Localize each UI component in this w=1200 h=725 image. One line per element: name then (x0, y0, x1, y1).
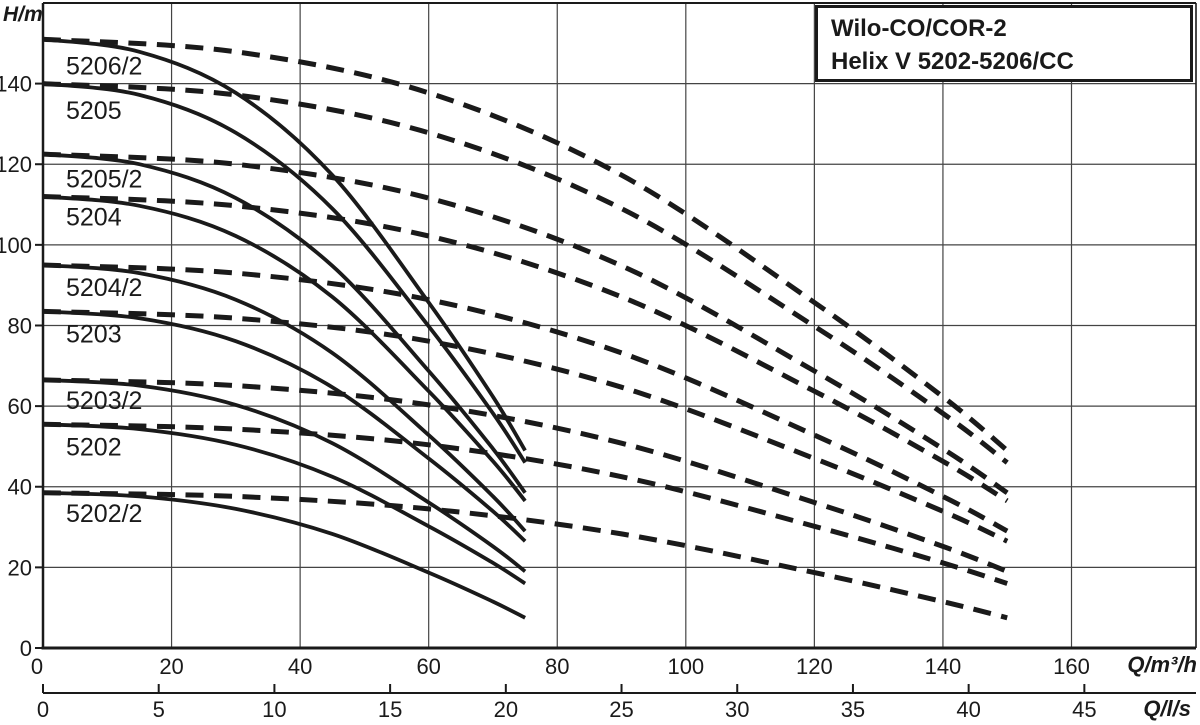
x-axis-m3h: 0 20 40 60 80 100 120 140 160 (31, 654, 1090, 679)
curve-5203/2-dashed (42, 377, 1009, 574)
curve-5204/2-dashed (42, 262, 1009, 534)
y-tick-label-60: 60 (8, 394, 32, 419)
y-tick-label-40: 40 (8, 475, 32, 500)
curve-label-5202/2: 5202/2 (66, 500, 142, 528)
x-m3h-tick-label-0: 0 (31, 654, 43, 679)
x-axis-ls: 0 5 10 15 20 25 30 35 40 45 (37, 684, 1196, 722)
y-tick-label-0: 0 (20, 636, 32, 661)
curve-label-5204/2: 5204/2 (66, 274, 142, 302)
y-axis-unit-label: H/m (3, 3, 43, 26)
ls-tick-label-0: 0 (37, 697, 49, 722)
curve-label-5206/2: 5206/2 (66, 52, 142, 80)
curve-5202-solid (42, 422, 527, 586)
curve-5206/2-solid (42, 37, 527, 452)
x-m3h-tick-label-140: 140 (925, 654, 962, 679)
curve-label-5205: 5205 (66, 97, 122, 125)
curve-label-5203: 5203 (66, 321, 122, 349)
title-box: Wilo-CO/COR-2 Helix V 5202-5206/CC (815, 5, 1193, 82)
ls-tick-label-15: 15 (378, 697, 402, 722)
curve-5204/2-solid (42, 263, 527, 533)
y-tick-label-140: 140 (0, 72, 32, 97)
curve-label-5203/2: 5203/2 (66, 387, 142, 415)
curve-label-5204: 5204 (66, 204, 122, 232)
y-tick-label-20: 20 (8, 555, 32, 580)
ls-tick-label-45: 45 (1072, 697, 1096, 722)
ls-tick-label-25: 25 (609, 697, 633, 722)
curve-5205/2-dashed (42, 151, 1009, 495)
y-tick-label-120: 120 (0, 152, 32, 177)
curve-label-5202: 5202 (66, 433, 122, 461)
y-axis: 0 20 40 60 80 100 120 140 (0, 72, 43, 661)
curve-label-5205/2: 5205/2 (66, 165, 142, 193)
x-m3h-tick-label-80: 80 (545, 654, 569, 679)
y-tick-label-80: 80 (8, 313, 32, 338)
pump-curves (42, 36, 1009, 621)
ls-tick-label-10: 10 (262, 697, 286, 722)
x-m3h-tick-label-120: 120 (796, 654, 833, 679)
title-line-2: Helix V 5202-5206/CC (831, 48, 1074, 75)
curve-5202-dashed (42, 421, 1008, 586)
curve-5203/2-solid (42, 378, 527, 573)
curve-5204-dashed (42, 194, 1009, 504)
curve-5202/2-dashed (42, 490, 1008, 621)
gridlines (43, 3, 1196, 648)
curve-5205-solid (42, 81, 527, 464)
x-m3h-tick-label-20: 20 (159, 654, 183, 679)
x-m3h-tick-label-60: 60 (416, 654, 440, 679)
x-axis-m3h-unit-label: Q/m³/h (1127, 652, 1197, 677)
x-m3h-tick-label-160: 160 (1053, 654, 1090, 679)
ls-tick-label-35: 35 (841, 697, 865, 722)
y-tick-label-100: 100 (0, 233, 32, 258)
curve-5206/2-dashed (42, 36, 1009, 453)
title-line-1: Wilo-CO/COR-2 (831, 15, 1007, 42)
ls-tick-label-30: 30 (725, 697, 749, 722)
x-axis-ls-unit-label: Q/l/s (1143, 696, 1191, 721)
x-m3h-tick-label-100: 100 (667, 654, 704, 679)
ls-tick-label-20: 20 (494, 697, 518, 722)
ls-tick-label-40: 40 (956, 697, 980, 722)
curve-5203-dashed (42, 308, 1009, 544)
pump-curve-labels: 5206/2 5205 5205/2 5204 5204/2 5203 5203/2 5202… (66, 52, 142, 527)
x-m3h-tick-label-40: 40 (288, 654, 312, 679)
ls-tick-label-5: 5 (153, 697, 165, 722)
curve-5203-solid (42, 309, 527, 543)
curve-5205/2-solid (42, 152, 527, 494)
curve-5205-dashed (42, 81, 1009, 465)
